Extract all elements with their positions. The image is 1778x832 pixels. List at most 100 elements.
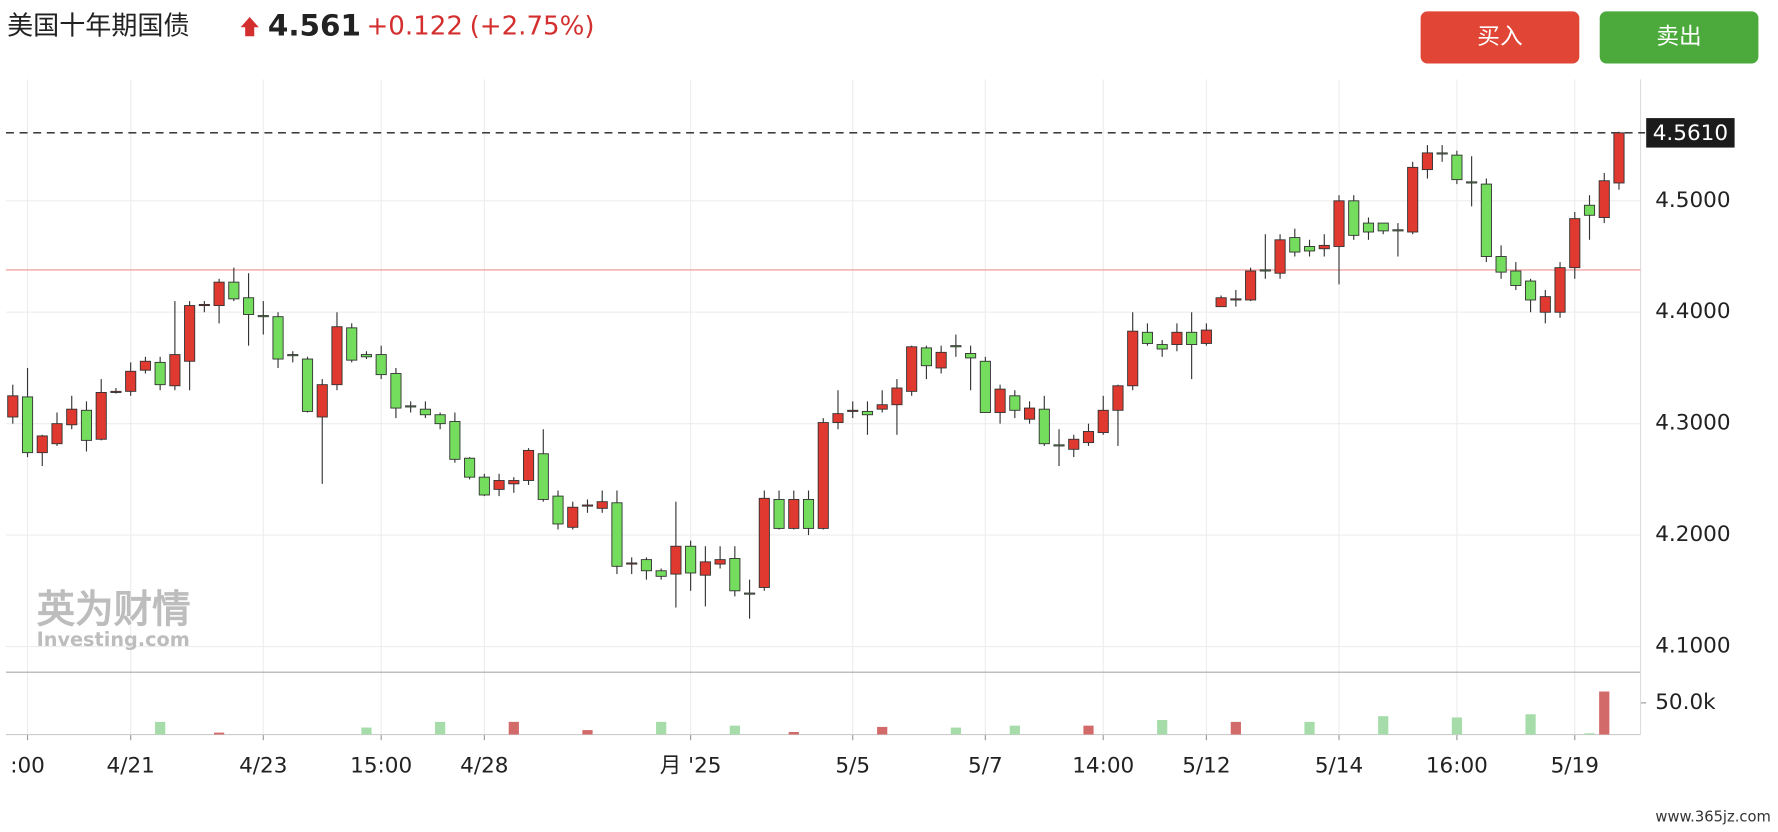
volume-bar	[729, 725, 740, 735]
candle-body	[744, 592, 756, 595]
volume-bar	[435, 721, 446, 735]
volume-tick-label: 50.0k	[1655, 690, 1716, 715]
candle-body	[125, 370, 137, 392]
candle-body	[729, 558, 741, 592]
candle-body	[1200, 329, 1212, 344]
candle-body	[7, 395, 19, 418]
candle-body	[1245, 270, 1257, 301]
layer	[5, 79, 1647, 741]
candle-body	[714, 559, 726, 565]
volume-bar	[950, 727, 961, 735]
candle-body	[1392, 229, 1404, 232]
candle-body	[699, 561, 711, 576]
candle-body	[596, 501, 608, 509]
volume-bar	[213, 732, 225, 735]
site: www.365jz.com	[1655, 808, 1770, 825]
x-tick-label: 5/14	[1315, 753, 1363, 778]
candle-body	[832, 413, 844, 424]
volume-bar	[1230, 721, 1241, 735]
volume-bar	[1378, 716, 1389, 735]
candle-body	[1303, 246, 1316, 252]
candle-body	[847, 409, 859, 412]
candle-body	[1289, 237, 1301, 253]
y-tick-label: 4.5000	[1655, 188, 1730, 213]
candle-body	[390, 373, 402, 409]
candle-body	[773, 498, 785, 529]
candle-body	[1377, 222, 1389, 232]
last-price-box	[1646, 118, 1735, 148]
candle-body	[1480, 183, 1492, 257]
candle-body	[1274, 239, 1286, 274]
candle-body	[1598, 180, 1610, 218]
buy-button[interactable]: 买入	[1420, 11, 1580, 64]
x-tick-label: 4/23	[239, 753, 287, 778]
candle-body	[331, 326, 343, 386]
candle-body	[1510, 270, 1522, 286]
volume-bar	[1304, 721, 1315, 735]
volume-bar	[508, 721, 519, 735]
candle-body	[198, 303, 210, 307]
candle-body	[1038, 408, 1050, 445]
candle-body	[950, 345, 962, 348]
candle-body	[1171, 331, 1183, 346]
candle-body	[51, 423, 63, 445]
volume-bar	[656, 721, 667, 735]
candle-body	[110, 390, 122, 393]
candle-body	[1583, 204, 1596, 216]
candle-body	[817, 422, 829, 529]
volume-bar	[877, 726, 888, 735]
x-tick-label: 月 '25	[660, 753, 722, 778]
volume-bar	[1157, 719, 1168, 735]
y-tick-label: 4.3000	[1655, 411, 1730, 436]
candle-body	[802, 498, 815, 529]
candle-body	[979, 360, 991, 413]
candle-body	[640, 559, 652, 572]
candle-body	[228, 281, 240, 300]
candle-body	[567, 506, 579, 528]
candle-body	[257, 315, 269, 318]
candle-body	[537, 453, 549, 500]
candle-body	[1186, 331, 1198, 346]
candle-body	[1466, 181, 1478, 184]
sell-button-bg	[1599, 11, 1759, 64]
candle-body	[552, 495, 564, 525]
candle-body	[1215, 297, 1227, 308]
candle-body	[1009, 395, 1021, 411]
candle-body	[758, 497, 770, 588]
buy-label: 买入	[1477, 24, 1522, 50]
sell-button[interactable]: 卖出	[1599, 11, 1759, 64]
price: 4.561	[268, 9, 361, 43]
candle-body	[1230, 298, 1242, 301]
candle-body	[581, 504, 594, 507]
up-arrow	[240, 17, 259, 37]
candle-body	[891, 387, 903, 406]
volume-bar	[582, 730, 593, 735]
candle-body	[522, 449, 535, 481]
candle-body	[1068, 438, 1080, 450]
x-tick-label: 5/12	[1182, 753, 1230, 778]
x-tick-label: 5/19	[1551, 753, 1599, 778]
change: +0.122	[366, 12, 462, 42]
volume-bar	[1599, 691, 1610, 735]
volume-bar	[155, 721, 166, 735]
candle-body	[1539, 296, 1551, 313]
candle-body	[1112, 385, 1124, 411]
x-tick-label: 4/28	[460, 753, 508, 778]
candle-body	[935, 351, 947, 369]
candle-body	[1333, 200, 1345, 247]
candle-body	[1495, 256, 1507, 273]
x-tick-label: 5/5	[835, 753, 870, 778]
candle-body	[434, 414, 446, 425]
x-tick-label: 5/7	[968, 753, 1003, 778]
candle-body	[139, 360, 151, 371]
candle-body	[965, 353, 977, 359]
candle-body	[1156, 344, 1168, 350]
candle-body	[1421, 152, 1433, 171]
candle-body	[375, 354, 387, 376]
candle-body	[1451, 154, 1463, 181]
candle-body	[508, 480, 520, 485]
candle-body	[1407, 166, 1419, 233]
candle-body	[906, 346, 918, 392]
candle-body	[80, 409, 93, 441]
